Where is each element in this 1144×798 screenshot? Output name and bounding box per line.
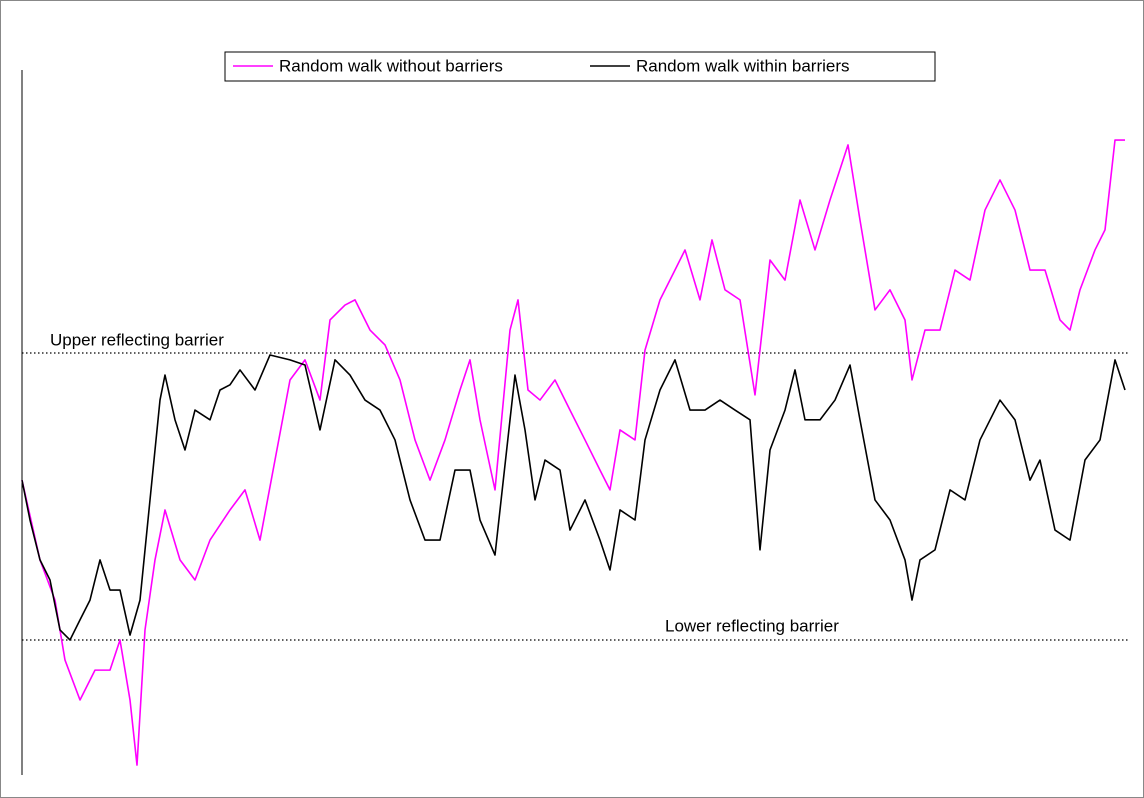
barrier-label: Upper reflecting barrier — [50, 330, 224, 349]
series-line — [21, 354, 1126, 641]
barrier-label: Lower reflecting barrier — [665, 616, 839, 635]
legend — [224, 51, 936, 82]
legend-label: Random walk within barriers — [636, 56, 850, 75]
series-line — [21, 139, 1125, 766]
legend-label: Random walk without barriers — [279, 56, 503, 75]
